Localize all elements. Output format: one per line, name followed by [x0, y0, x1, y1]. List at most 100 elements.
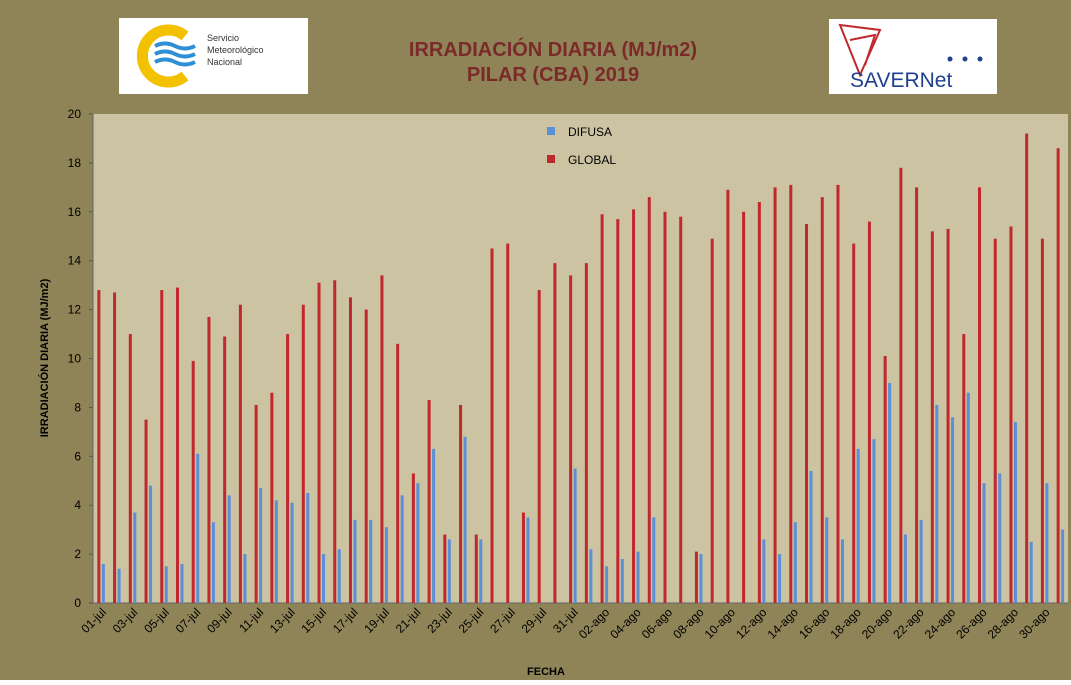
bar: [773, 187, 777, 603]
bar: [207, 316, 211, 603]
bar: [317, 282, 321, 603]
bar: [840, 539, 844, 603]
bar: [1040, 238, 1044, 603]
bar: [348, 297, 352, 603]
bar: [286, 334, 290, 603]
bar: [710, 238, 714, 603]
bar: [836, 184, 840, 603]
bar: [227, 495, 231, 603]
bar: [506, 243, 510, 603]
bar: [196, 453, 200, 603]
bar: [553, 263, 557, 603]
bar: [443, 534, 447, 603]
bar: [270, 392, 274, 603]
bar: [211, 522, 215, 603]
bar: [757, 202, 761, 603]
chart-title: PILAR (CBA) 2019: [467, 64, 639, 86]
y-tick-label: 16: [68, 205, 82, 219]
bar: [935, 404, 939, 603]
bar: [1009, 226, 1013, 603]
bar: [573, 468, 577, 603]
bar: [97, 290, 101, 603]
y-tick-label: 18: [68, 156, 82, 170]
bar: [789, 184, 793, 603]
x-axis-label: FECHA: [527, 666, 565, 678]
bar: [762, 539, 766, 603]
bar: [243, 554, 247, 603]
bar: [474, 534, 478, 603]
bar: [600, 214, 604, 603]
bar: [694, 551, 698, 603]
bar: [254, 404, 258, 603]
logo-text: SAVERNet: [850, 69, 952, 92]
bar: [867, 221, 871, 603]
bar: [742, 211, 746, 604]
bar: [915, 187, 919, 603]
logo-smn: Servicio Meteorológico Nacional: [119, 18, 308, 94]
bar: [1029, 541, 1033, 603]
y-tick-label: 4: [74, 498, 81, 512]
bar: [993, 238, 997, 603]
bar: [223, 336, 227, 603]
bar: [490, 248, 494, 603]
bar: [679, 216, 683, 603]
bar: [872, 439, 876, 603]
bar: [274, 500, 278, 603]
bar: [133, 512, 137, 603]
bar: [951, 417, 955, 603]
bar: [384, 527, 388, 603]
bar: [1045, 483, 1049, 603]
bar: [526, 517, 530, 603]
bar: [856, 448, 860, 603]
bar: [411, 473, 415, 603]
bar: [537, 290, 541, 603]
bar: [463, 436, 467, 603]
bar: [569, 275, 573, 603]
bar: [353, 519, 357, 603]
bar: [978, 187, 982, 603]
bar: [1025, 133, 1029, 603]
y-axis-label: IRRADIACIÓN DIARIA (MJ/m2): [38, 278, 51, 437]
bar: [699, 554, 703, 603]
bar: [459, 404, 463, 603]
bar: [726, 189, 730, 604]
bar: [998, 473, 1002, 603]
y-tick-label: 14: [68, 254, 82, 268]
bar: [584, 263, 588, 603]
legend-label: DIFUSA: [568, 125, 612, 139]
bar: [852, 243, 856, 603]
bar: [521, 512, 525, 603]
bar: [164, 566, 168, 603]
bar: [647, 197, 651, 603]
bar: [128, 334, 132, 603]
bar: [290, 502, 294, 603]
bar: [620, 558, 624, 603]
bar: [616, 219, 620, 603]
bar: [636, 551, 640, 603]
y-tick-label: 20: [68, 107, 82, 121]
bar: [191, 360, 195, 603]
bar: [144, 419, 148, 603]
logo-savernet: SAVERNet: [829, 19, 997, 94]
bar: [396, 343, 400, 603]
bar: [333, 280, 337, 603]
bar: [805, 224, 809, 603]
y-tick-label: 8: [74, 400, 81, 414]
bar: [259, 488, 263, 603]
bar: [903, 534, 907, 603]
bar: [809, 470, 813, 603]
bar: [962, 334, 966, 603]
bar: [1013, 422, 1017, 603]
bar: [899, 167, 903, 604]
bar: [175, 287, 179, 603]
bar: [982, 483, 986, 603]
bar: [589, 549, 593, 603]
bar: [432, 448, 436, 603]
bar: [369, 519, 373, 603]
bar: [793, 522, 797, 603]
y-tick-label: 12: [68, 303, 82, 317]
logo-text: Nacional: [207, 57, 242, 67]
bar: [663, 211, 667, 604]
bar: [238, 304, 242, 603]
